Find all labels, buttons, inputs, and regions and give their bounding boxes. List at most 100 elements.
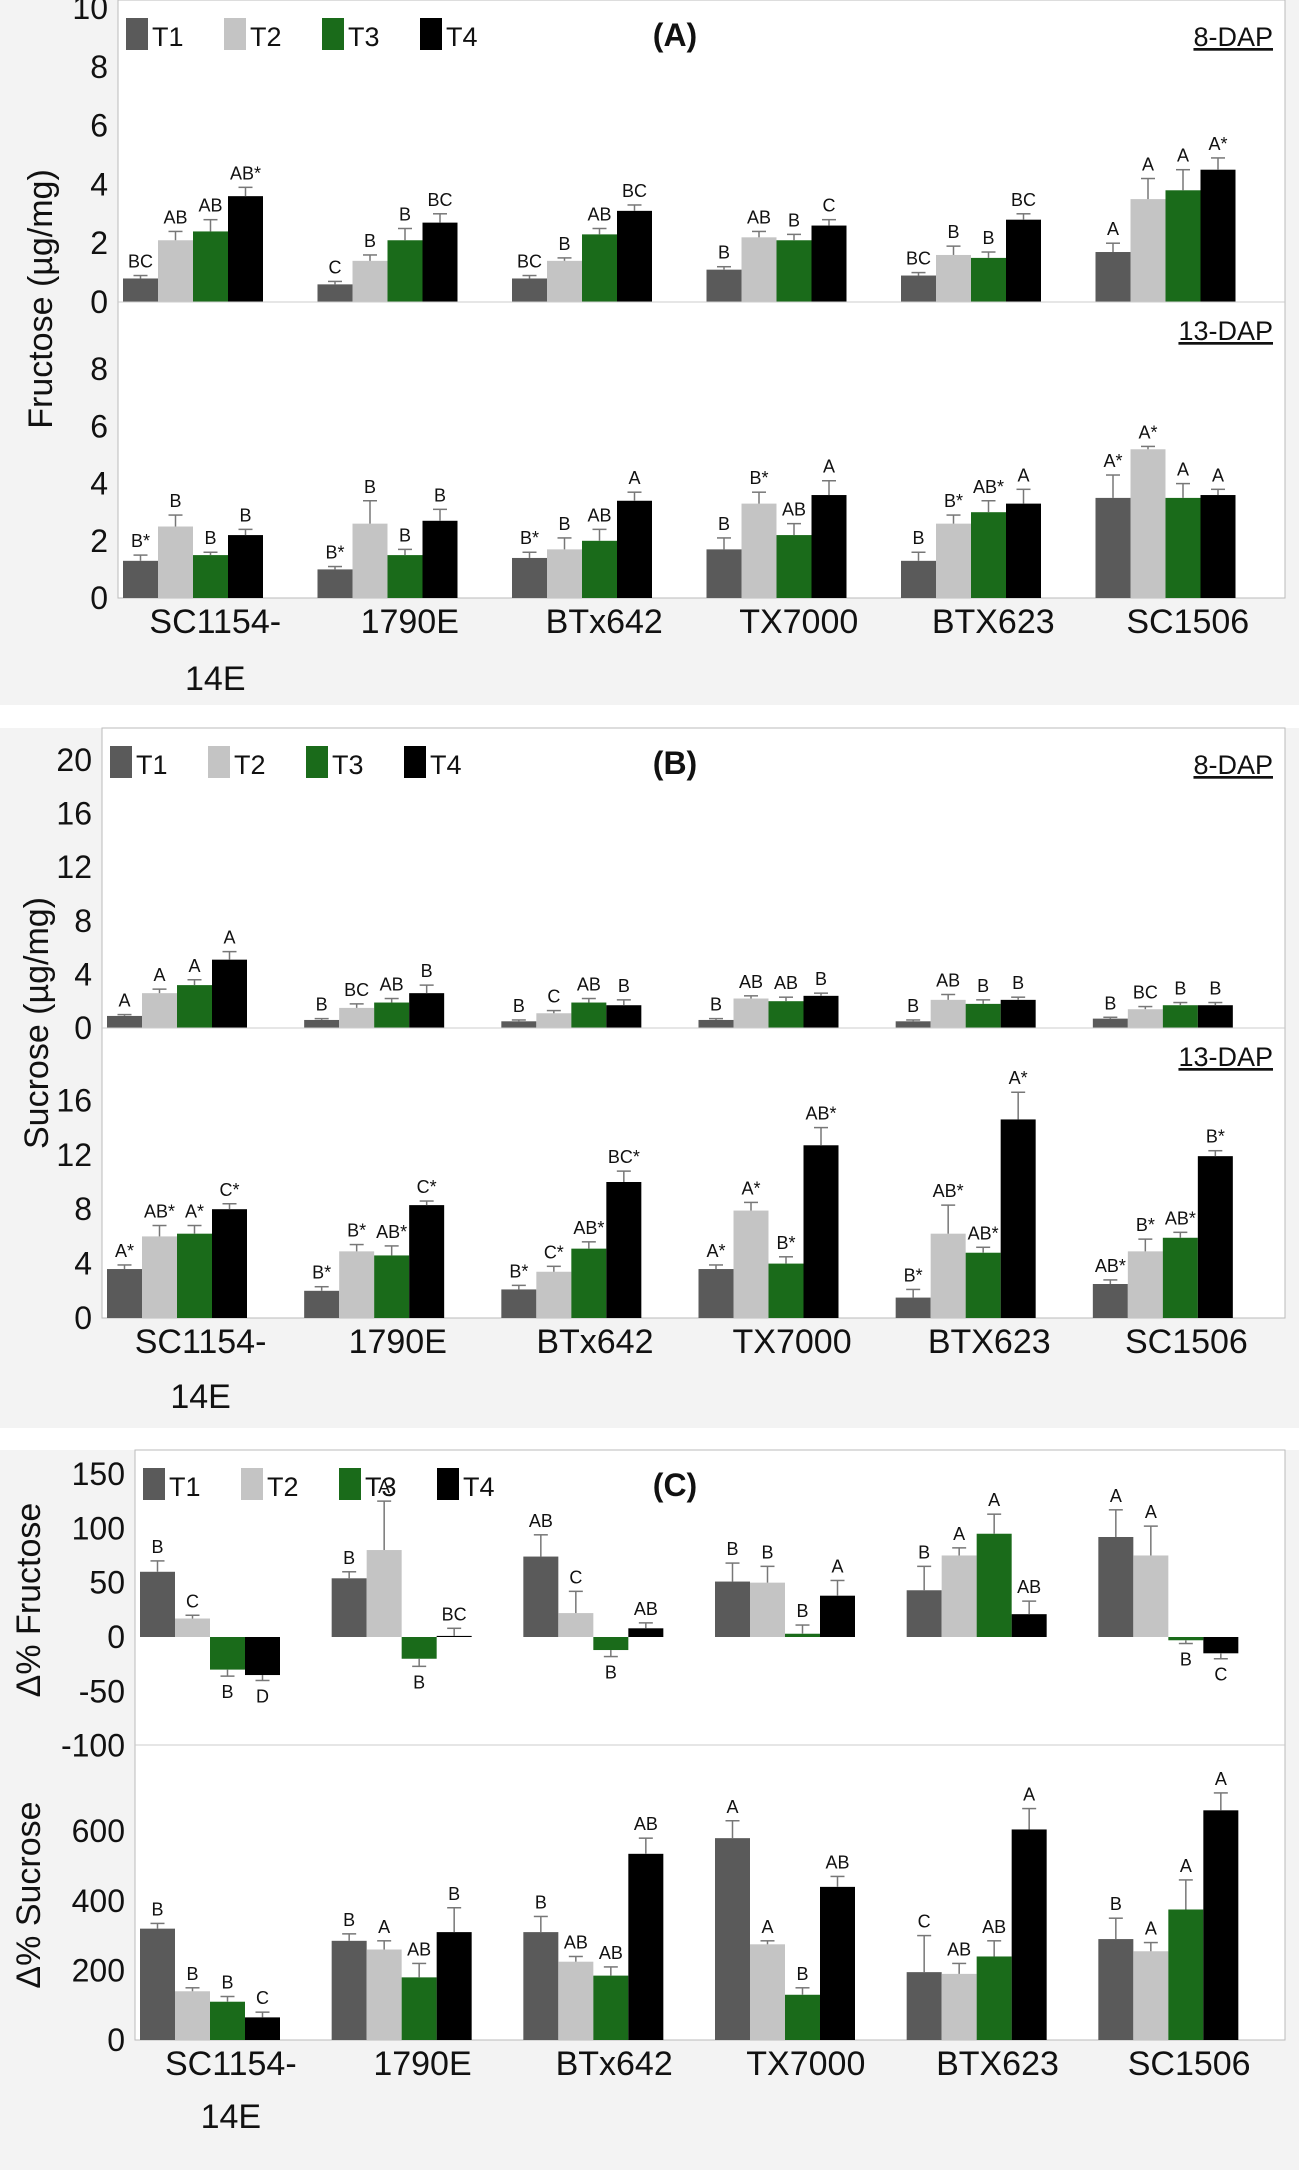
bar-B-0-T4 — [1197, 1005, 1233, 1028]
significance-label: A* — [1103, 451, 1122, 471]
category-label: SC1506 — [1126, 603, 1249, 641]
significance-label: B — [448, 1884, 460, 1904]
significance-label: BC — [128, 252, 153, 272]
significance-label: A — [1177, 146, 1189, 166]
category-label: BTX623 — [936, 2045, 1059, 2083]
significance-label: AB — [634, 1599, 658, 1619]
significance-label: A — [378, 1917, 390, 1937]
legend-swatch-T1 — [110, 746, 132, 778]
bar-C-0-T1 — [140, 1571, 175, 1637]
significance-label: A — [988, 1490, 1000, 1510]
bar-C-0-T3 — [976, 1533, 1012, 1637]
y-tick-label: 4 — [74, 1246, 92, 1282]
bar-C-1-T3 — [785, 1994, 820, 2040]
significance-label: B — [796, 1601, 808, 1621]
significance-label: AB — [529, 1511, 553, 1531]
bar-A-1-T3 — [193, 555, 228, 598]
significance-label: C — [547, 987, 560, 1007]
significance-label: AB* — [144, 1202, 175, 1222]
significance-label: A — [1145, 1502, 1157, 1522]
significance-label: B — [343, 1548, 355, 1568]
significance-label: A — [823, 457, 835, 477]
bar-A-0-T1 — [317, 284, 353, 302]
bar-B-1-T4 — [606, 1182, 642, 1318]
significance-label: AB — [634, 1814, 658, 1834]
bar-B-1-T1 — [501, 1289, 537, 1318]
significance-label: B — [618, 976, 630, 996]
category-label: TX7000 — [733, 1323, 852, 1361]
subplot-label-13-DAP: 13-DAP — [1178, 316, 1273, 346]
legend-swatch-T2 — [224, 18, 246, 50]
bar-A-0-T2 — [547, 260, 582, 302]
y-tick-label: 20 — [56, 742, 92, 778]
bar-A-1-T4 — [811, 495, 847, 598]
y-tick-label: 0 — [107, 1619, 125, 1655]
category-label: SC1154- — [165, 2045, 297, 2083]
legend-swatch-T1 — [126, 18, 148, 50]
bar-B-1-T2 — [536, 1271, 572, 1318]
significance-label: B — [718, 243, 730, 263]
y-axis-label: Fructose (µg/mg) — [22, 169, 60, 429]
legend-swatch-T3 — [339, 1468, 361, 1500]
significance-label: A — [1212, 465, 1224, 485]
significance-label: A* — [1138, 422, 1157, 442]
significance-label: AB — [599, 1943, 623, 1963]
bar-B-1-T4 — [1197, 1156, 1233, 1318]
bar-B-0-T4 — [1000, 999, 1036, 1028]
bar-B-0-T1 — [698, 1019, 734, 1028]
bar-B-0-T4 — [606, 1005, 642, 1028]
significance-label: A — [953, 1524, 965, 1544]
bar-C-1-T4 — [436, 1932, 472, 2040]
bar-B-0-T4 — [803, 995, 839, 1028]
bar-A-0-T2 — [158, 240, 193, 302]
significance-label: B — [558, 514, 570, 534]
significance-label: B — [364, 477, 376, 497]
bar-B-1-T2 — [733, 1210, 769, 1318]
bar-A-1-T3 — [387, 555, 423, 598]
bar-C-0-T2 — [1133, 1555, 1169, 1637]
bar-B-0-T1 — [501, 1021, 537, 1028]
significance-label: B — [399, 205, 411, 225]
y-tick-label: 150 — [72, 1456, 125, 1492]
bar-C-0-T4 — [1011, 1614, 1047, 1637]
significance-label: B* — [1206, 1127, 1225, 1147]
bar-B-0-T2 — [536, 1013, 572, 1028]
significance-label: AB* — [1095, 1256, 1126, 1276]
significance-label: AB — [577, 975, 601, 995]
bar-A-0-T2 — [741, 237, 777, 302]
bar-C-0-T2 — [750, 1582, 785, 1637]
significance-label: A — [188, 956, 200, 976]
significance-label: B — [796, 1964, 808, 1984]
bar-A-0-T3 — [193, 231, 228, 302]
bar-A-1-T1 — [123, 560, 158, 598]
bar-C-1-T1 — [140, 1928, 175, 2040]
bar-A-1-T1 — [317, 569, 353, 598]
significance-label: A — [1023, 1785, 1035, 1805]
significance-label: B — [1180, 1650, 1192, 1670]
bar-C-0-T2 — [175, 1618, 210, 1637]
bar-C-1-T1 — [523, 1932, 559, 2040]
bar-A-1-T4 — [617, 500, 652, 598]
significance-label: BC — [442, 1604, 467, 1624]
significance-label: B* — [131, 531, 150, 551]
significance-label: A* — [706, 1241, 725, 1261]
bar-A-1-T1 — [1095, 497, 1131, 598]
significance-label: A — [1110, 1486, 1122, 1506]
category-label: BTx642 — [536, 1323, 653, 1361]
significance-label: AB* — [968, 1223, 999, 1243]
bar-C-1-T4 — [628, 1853, 664, 2040]
significance-label: B* — [347, 1221, 366, 1241]
bar-A-1-T1 — [901, 560, 936, 598]
bar-C-1-T2 — [750, 1944, 785, 2040]
significance-label: AB — [982, 1917, 1006, 1937]
bar-A-0-T3 — [776, 240, 812, 302]
significance-label: AB — [825, 1852, 849, 1872]
legend-swatch-T1 — [143, 1468, 165, 1500]
significance-label: C — [823, 196, 836, 216]
bar-B-1-T3 — [965, 1252, 1001, 1318]
bar-A-0-T1 — [123, 278, 158, 302]
significance-label: AB* — [376, 1222, 407, 1242]
significance-label: B — [434, 485, 446, 505]
significance-label: BC — [1133, 983, 1158, 1003]
